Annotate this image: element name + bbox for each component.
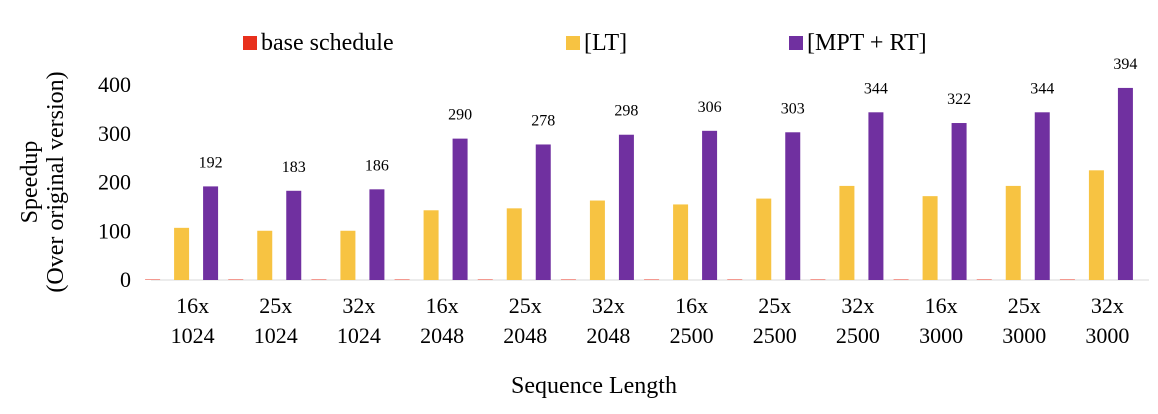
legend-swatch [789, 36, 803, 50]
legend-swatch [243, 36, 257, 50]
x-tick-label: 1024 [171, 323, 215, 348]
x-tick-label: 1024 [254, 323, 298, 348]
legend-label: base schedule [261, 30, 394, 56]
data-label: 306 [698, 99, 722, 116]
x-tick-label: 32x [342, 293, 375, 318]
legend-swatch [566, 36, 580, 50]
data-label: 303 [781, 100, 805, 117]
legend-label: [MPT + RT] [807, 30, 927, 56]
bar-mpt-rt [702, 130, 718, 280]
bar-mpt-rt [785, 132, 801, 280]
data-label: 278 [531, 112, 555, 129]
bar-lt [589, 200, 605, 280]
y-axis-ticks: 0 100 200 300 400 [98, 72, 131, 292]
legend: base schedule [LT] [MPT + RT] [243, 30, 927, 56]
y-tick-label: 100 [98, 218, 131, 243]
y-tick-label: 400 [98, 72, 131, 97]
x-tick-label: 3000 [1085, 323, 1129, 348]
y-axis-title-line: Speedup [17, 141, 43, 224]
legend-item: base schedule [243, 30, 394, 56]
x-tick-label: 2500 [836, 323, 880, 348]
data-labels: 192 183 186 290 278 298 306 303 344 322 344 394 [199, 56, 1138, 176]
x-tick-label: 32x [592, 293, 625, 318]
bar-lt [257, 230, 273, 280]
x-tick-label: 2048 [503, 323, 547, 348]
bar-mpt-rt [1117, 87, 1133, 280]
data-label: 322 [947, 91, 971, 108]
bar-mpt-rt [868, 112, 884, 280]
x-tick-label: 32x [841, 293, 874, 318]
y-tick-label: 0 [120, 267, 131, 292]
x-tick-label: 3000 [1002, 323, 1046, 348]
bar-mpt-rt [286, 190, 302, 280]
y-axis-title: Speedup (Over original version) [17, 71, 69, 292]
x-tick-label: 16x [426, 293, 459, 318]
bar-lt [756, 198, 772, 280]
bar-lt [340, 230, 356, 280]
bar-lt [1005, 185, 1021, 280]
y-tick-label: 300 [98, 121, 131, 146]
x-tick-label: 2500 [670, 323, 714, 348]
bar-mpt-rt [535, 144, 551, 280]
data-label: 290 [448, 107, 472, 124]
x-tick-label: 2048 [586, 323, 630, 348]
bar-mpt-rt [618, 134, 634, 280]
x-tick-label: 3000 [919, 323, 963, 348]
bar-lt [506, 208, 522, 280]
data-label: 344 [864, 80, 888, 97]
bar-mpt-rt [452, 138, 468, 280]
legend-item: [MPT + RT] [789, 30, 927, 56]
bar-lt [839, 185, 855, 280]
bar-lt [1088, 170, 1104, 280]
bar-mpt-rt [1034, 112, 1050, 280]
x-tick-label: 16x [675, 293, 708, 318]
data-label: 344 [1030, 80, 1054, 97]
x-tick-label: 2048 [420, 323, 464, 348]
x-tick-label: 2500 [753, 323, 797, 348]
data-label: 183 [282, 159, 306, 176]
bars [145, 87, 1133, 281]
x-tick-label: 25x [509, 293, 542, 318]
legend-item: [LT] [566, 30, 627, 56]
x-tick-label: 25x [259, 293, 292, 318]
x-tick-label: 16x [176, 293, 209, 318]
y-axis-title-line: (Over original version) [43, 71, 69, 292]
data-label: 186 [365, 157, 389, 174]
x-tick-label: 1024 [337, 323, 381, 348]
legend-label: [LT] [584, 30, 627, 56]
bar-mpt-rt [951, 123, 967, 281]
x-tick-label: 25x [1008, 293, 1041, 318]
x-tick-label: 25x [758, 293, 791, 318]
bar-mpt-rt [369, 189, 385, 280]
data-label: 298 [614, 103, 638, 120]
x-tick-label: 32x [1091, 293, 1124, 318]
bar-lt [423, 210, 439, 280]
x-tick-label: 16x [925, 293, 958, 318]
bar-lt [174, 227, 190, 280]
y-tick-label: 200 [98, 170, 131, 195]
x-axis-title: Sequence Length [511, 373, 677, 399]
data-label: 394 [1113, 56, 1137, 73]
bar-lt [922, 196, 938, 280]
bar-mpt-rt [203, 186, 219, 280]
bar-lt [673, 204, 689, 280]
data-label: 192 [199, 154, 223, 171]
x-axis-ticks: 16x 1024 25x 1024 32x 1024 16x 2048 25x 2048 32x 20… [171, 293, 1130, 348]
